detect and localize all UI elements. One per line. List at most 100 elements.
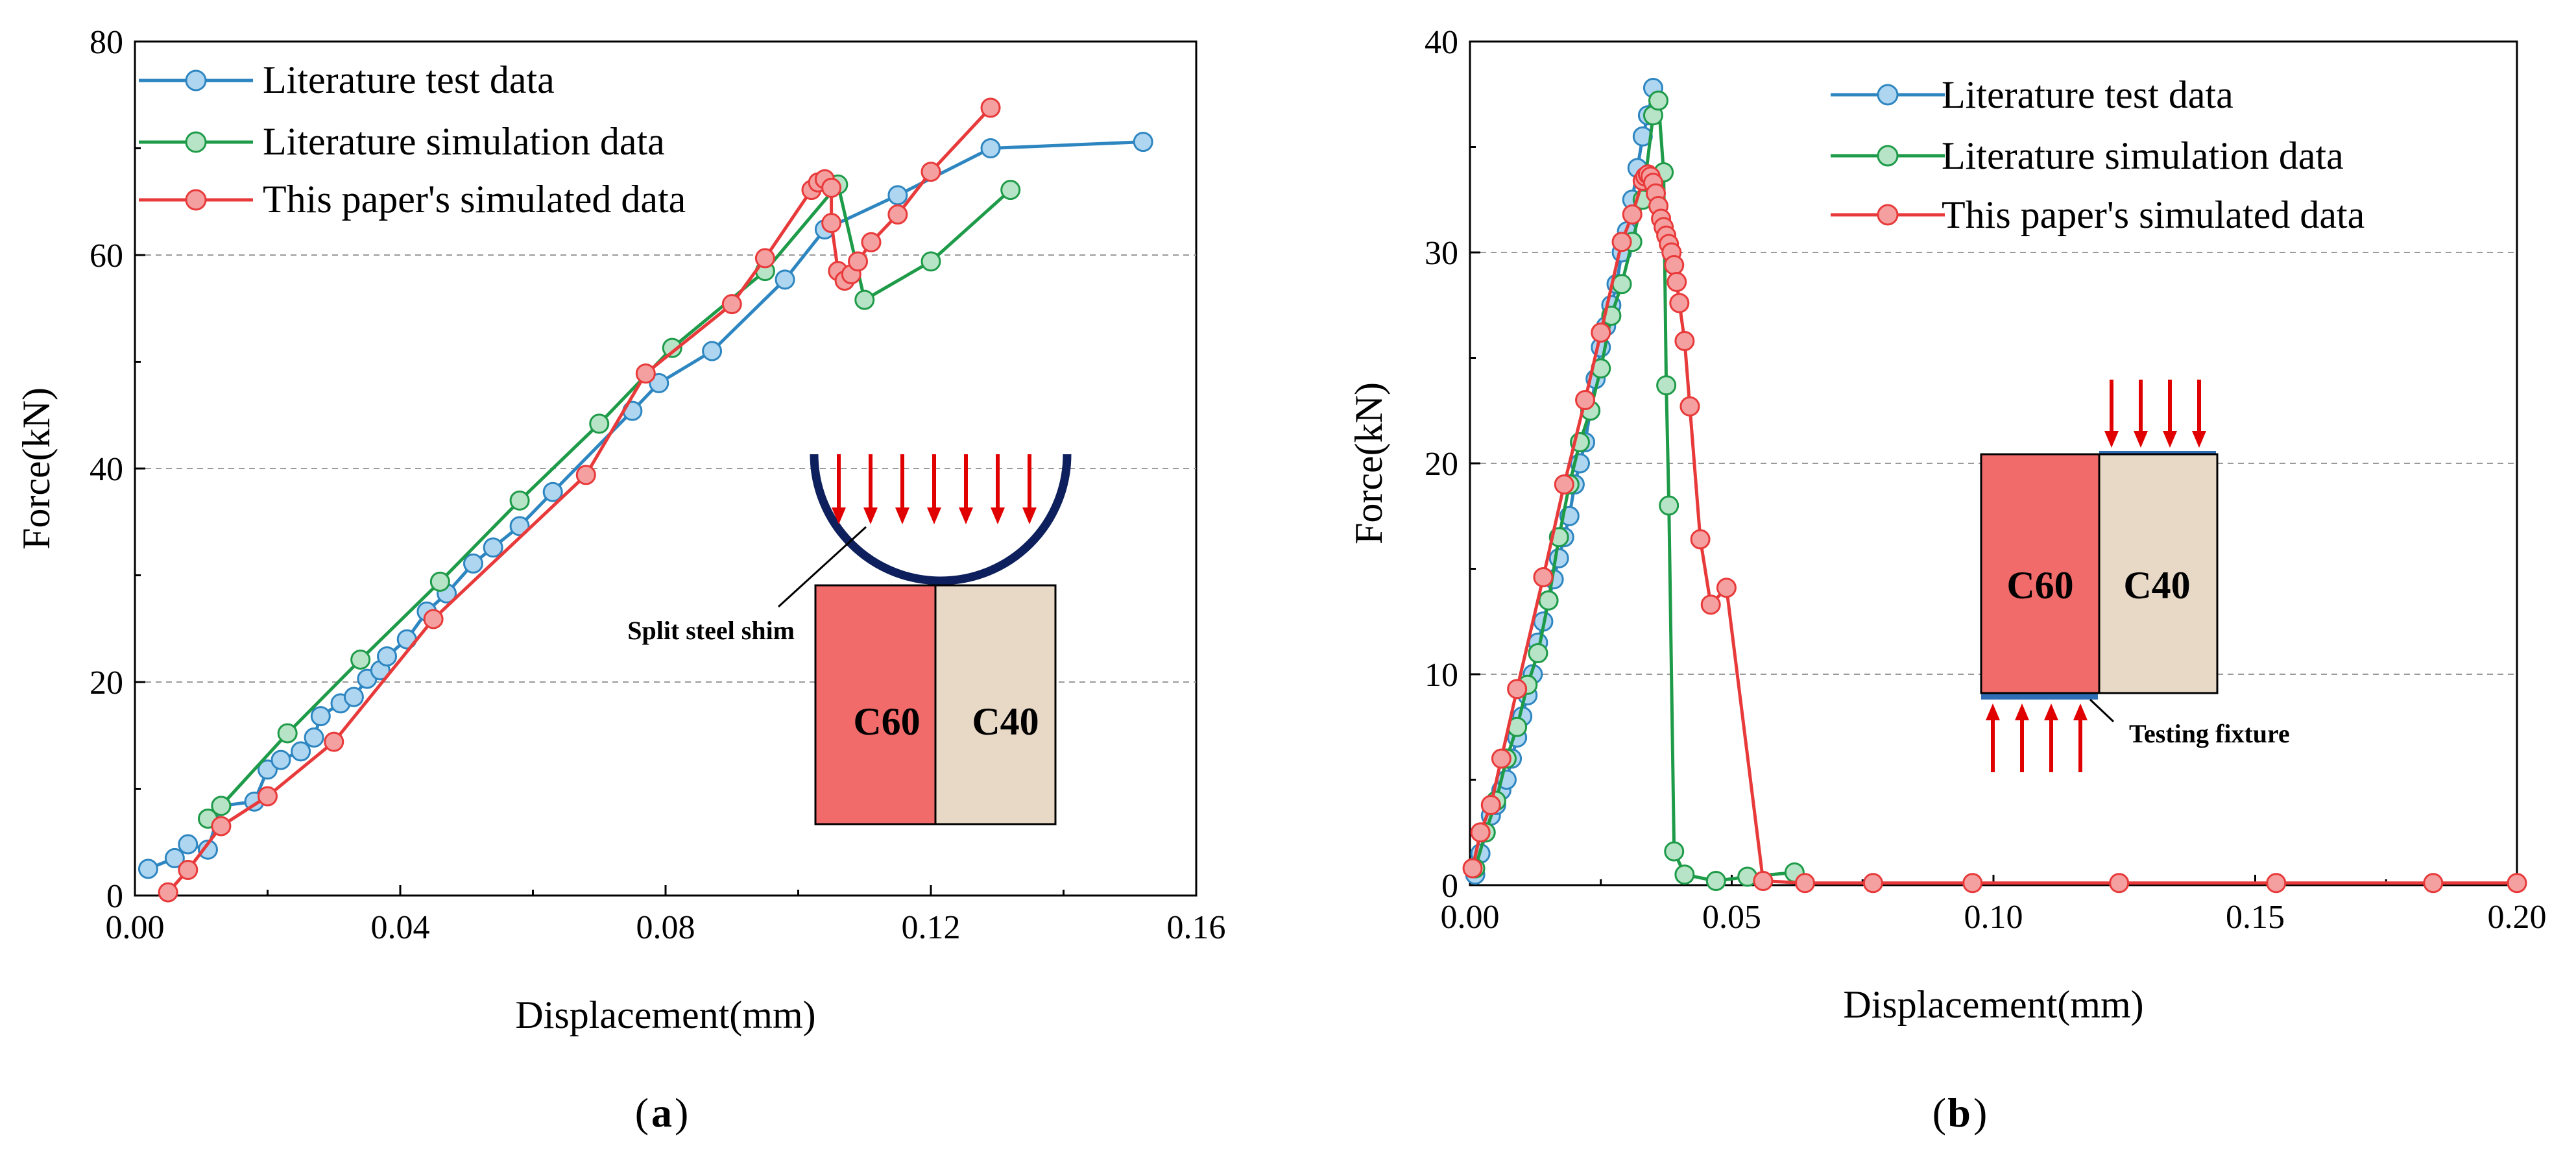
legend-b-label-paper: This paper's simulated data <box>1942 193 2365 236</box>
panel-a-data-point-sim <box>1000 180 1021 201</box>
panel-a-data-point-test <box>887 185 908 206</box>
panel-a-data-point-test <box>702 341 723 361</box>
panel-a-data-point-test <box>509 516 530 537</box>
panel-b-data-point-paper <box>1591 323 1611 343</box>
panel-b-data-point-paper <box>1611 232 1632 252</box>
top-load-arrow-head <box>2134 431 2148 448</box>
panel-a-data-point-sim <box>662 337 682 358</box>
panel-a-data-point-paper <box>211 816 232 836</box>
legend-b-label-sim: Literature simulation data <box>1942 134 2344 177</box>
panel-b-data-point-sim <box>1659 495 1679 516</box>
panel-a-data-point-test <box>483 537 503 558</box>
panel-b-data-point-paper <box>1554 474 1574 494</box>
panel-a-data-point-test <box>542 482 563 502</box>
panel-b-data-point-sim <box>1611 274 1632 295</box>
legend-b-item-paper: This paper's simulated data <box>1831 193 2365 236</box>
panel-a-legend: Literature test data Literature simulati… <box>139 58 686 221</box>
panel-b-x-tick-label: 0.10 <box>1964 899 2023 936</box>
c60-block-b <box>1980 453 2101 694</box>
panel-a-data-point-sim <box>589 413 610 434</box>
panel-b-y-tick-label: 40 <box>1425 24 1458 61</box>
panel-b-data-point-paper <box>1753 871 1774 891</box>
panel-b-data-point-paper <box>1622 204 1643 225</box>
panel-a-x-tick-label: 0.00 <box>106 909 165 946</box>
panel-a-data-point-paper <box>848 251 869 272</box>
panel-a-data-point-test <box>138 859 158 879</box>
legend-marker <box>1877 204 1899 226</box>
panel-a-data-point-paper <box>861 232 882 252</box>
panel-a-data-point-test <box>310 706 331 727</box>
split-steel-shim-label: Split steel shim <box>627 616 795 645</box>
panel-b-y-tick-label: 30 <box>1425 235 1458 272</box>
legend-item-test: Literature test data <box>139 58 555 101</box>
load-arrow-head <box>832 507 846 524</box>
panel-b-data-point-paper <box>1716 578 1737 598</box>
panel-b-data-point-paper <box>2423 873 2444 894</box>
panel-b-ticks: 0 10 20 30 40 0.00 0.05 0.10 0.15 0.20 <box>1425 24 2547 936</box>
panel-a-data-point-paper <box>258 786 278 807</box>
panel-b-label-open: ( <box>1932 1090 1946 1136</box>
panel-b-data-point-paper <box>1679 396 1700 417</box>
panel-b-data-point-paper <box>1700 594 1721 615</box>
panel-b-y-axis-label: Force(kN) <box>1347 382 1390 544</box>
legend-b-label-test: Literature test data <box>1942 73 2233 116</box>
testing-fixture-label: Testing fixture <box>2129 719 2290 748</box>
legend-marker <box>185 69 207 92</box>
panel-a-data-point-paper <box>821 213 842 234</box>
panel-b-data-point-paper <box>1667 272 1687 292</box>
panel-b-data-point-paper <box>1480 795 1501 815</box>
legend-marker <box>1877 145 1899 167</box>
top-load-arrow-head <box>2163 431 2177 448</box>
panel-a-data-point-paper <box>158 882 178 903</box>
load-arrow-head <box>863 507 878 524</box>
panel-b-data-point-sim <box>1664 841 1685 862</box>
legend-marker <box>185 189 207 211</box>
fixture-leader-line <box>2089 698 2115 723</box>
panel-a-data-point-test <box>164 848 185 868</box>
panel-b-data-point-paper <box>1664 255 1685 275</box>
panel-a-data-point-sim <box>277 723 298 744</box>
panel-a-x-tick-label: 0.04 <box>371 909 430 946</box>
panel-a-label-close: ) <box>675 1090 688 1136</box>
panel-a-arrows <box>832 454 1037 524</box>
bottom-fixture-plate <box>1981 693 2098 700</box>
panel-b-data-point-sim <box>1528 643 1548 663</box>
top-load-arrow-head <box>2104 431 2119 448</box>
panel-b-inset: C60 C40 Testing fixture <box>1980 380 2290 772</box>
panel-a-data-point-test <box>271 750 291 770</box>
panel-a-x-axis-label: Displacement(mm) <box>515 994 815 1036</box>
panel-b-x-tick-label: 0.05 <box>1702 899 1761 936</box>
panel-b-data-point-paper <box>1862 873 1883 894</box>
panel-a-data-point-paper <box>754 248 775 269</box>
panel-b-x-tick-label: 0.15 <box>2226 899 2285 936</box>
panel-b-data-point-sim <box>1674 864 1695 885</box>
panel-b-y-tick-label: 10 <box>1425 657 1458 694</box>
panel-a-data-point-paper <box>721 294 742 315</box>
panel-a-data-point-sim <box>509 490 530 511</box>
legend-marker <box>185 131 207 153</box>
load-arrow-head <box>927 507 941 524</box>
panel-b-y-tick-label: 20 <box>1425 446 1458 483</box>
panel-b-data-point-paper <box>1794 873 1815 894</box>
panel-a-x-tick-label: 0.16 <box>1167 909 1226 946</box>
panel-a-data-point-sim <box>429 571 450 592</box>
c40-block-b <box>2098 453 2219 694</box>
legend-item-paper: This paper's simulated data <box>139 178 686 221</box>
bottom-load-arrow-head <box>2015 703 2029 720</box>
panel-a-x-tick-label: 0.12 <box>902 909 961 946</box>
panel-b-data-point-paper <box>1674 331 1695 351</box>
bottom-load-arrow-head <box>2044 703 2058 720</box>
panel-a-data-point-test <box>377 646 398 667</box>
legend-label-test: Literature test data <box>263 58 555 101</box>
panel-a-data-point-test <box>1133 132 1153 152</box>
panel-a-y-axis-label: Force(kN) <box>15 387 58 550</box>
panel-a-data-point-test <box>775 269 795 290</box>
panel-a-data-point-test <box>649 372 669 393</box>
panel-b-x-tick-label: 0.00 <box>1441 899 1500 936</box>
panel-a-data-point-sim <box>921 251 941 272</box>
legend-label-sim: Literature simulation data <box>263 120 665 163</box>
panel-a-data-point-paper <box>575 465 596 485</box>
panel-b-data-point-paper <box>1690 529 1711 550</box>
top-load-arrow-head <box>2192 431 2206 448</box>
